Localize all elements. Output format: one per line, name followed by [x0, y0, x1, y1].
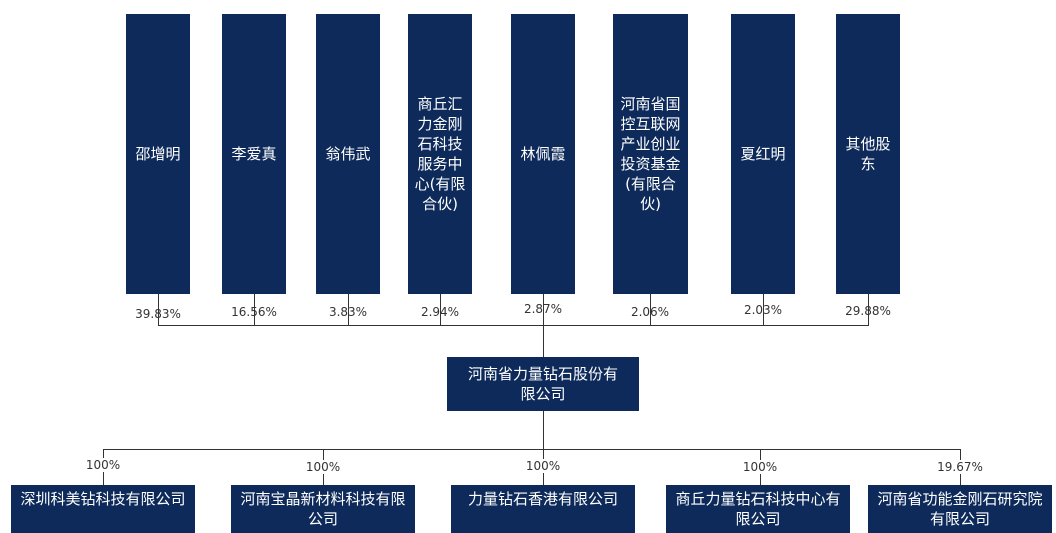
shareholder-pct: 39.83%: [118, 307, 198, 321]
shareholder-name: 夏红明: [740, 145, 786, 163]
shareholder-box-7: 其他股东: [836, 14, 900, 294]
subsidiary-box-3: 商丘力量钻石科技中心有限公司: [666, 485, 850, 533]
shareholder-name: 邵增明: [135, 145, 181, 163]
shareholder-name: 商丘汇力金刚石科技服务中心(有限合伙): [414, 95, 466, 213]
subsidiary-pct: 100%: [66, 458, 140, 472]
subsidiary-pct: 100%: [286, 460, 360, 474]
subsidiary-name: 河南省功能金刚石研究院有限公司: [877, 490, 1043, 528]
shareholder-name: 翁伟武: [325, 145, 371, 163]
connector-line: [158, 294, 159, 326]
subsidiary-pct: 19.67%: [923, 460, 997, 474]
subsidiary-name: 力量钻石香港有限公司: [467, 490, 618, 508]
subsidiary-pct: 100%: [723, 460, 797, 474]
shareholder-box-6: 夏红明: [731, 14, 795, 294]
shareholder-name: 李爱真: [231, 145, 277, 163]
shareholder-pct: 29.88%: [828, 304, 908, 318]
connector-line: [763, 294, 764, 326]
subsidiary-box-0: 深圳科美钻科技有限公司: [11, 485, 195, 533]
shareholder-box-3: 商丘汇力金刚石科技服务中心(有限合伙): [408, 14, 472, 294]
shareholder-box-5: 河南省国控互联网产业创业投资基金(有限合伙): [613, 14, 688, 294]
shareholder-box-0: 邵增明: [126, 14, 190, 294]
shareholder-pct: 16.56%: [214, 305, 294, 319]
subsidiary-name: 商丘力量钻石科技中心有限公司: [675, 490, 841, 528]
connector-line: [440, 294, 441, 326]
connector-line: [103, 449, 961, 450]
connector-line: [254, 294, 255, 326]
shareholder-name: 河南省国控互联网产业创业投资基金(有限合伙): [620, 95, 681, 213]
company-name: 河南省力量钻石股份有限公司: [468, 365, 619, 403]
connector-line: [543, 294, 544, 326]
subsidiary-box-1: 河南宝晶新材料科技有限公司: [231, 485, 415, 533]
shareholder-name: 其他股东: [845, 135, 891, 173]
shareholder-box-1: 李爱真: [222, 14, 286, 294]
shareholder-box-4: 林佩霞: [511, 14, 575, 294]
subsidiary-name: 河南宝晶新材料科技有限公司: [240, 490, 406, 528]
shareholder-box-2: 翁伟武: [316, 14, 380, 294]
connector-line: [543, 411, 544, 450]
connector-line: [543, 325, 544, 357]
connector-line: [868, 294, 869, 326]
company-box: 河南省力量钻石股份有限公司: [447, 357, 639, 411]
connector-line: [650, 294, 651, 326]
shareholder-name: 林佩霞: [520, 145, 566, 163]
connector-line: [348, 294, 349, 326]
subsidiary-pct: 100%: [506, 459, 580, 473]
subsidiary-box-4: 河南省功能金刚石研究院有限公司: [868, 485, 1052, 533]
connector-line: [158, 325, 869, 326]
subsidiary-box-2: 力量钻石香港有限公司: [451, 485, 635, 533]
subsidiary-name: 深圳科美钻科技有限公司: [20, 490, 186, 508]
